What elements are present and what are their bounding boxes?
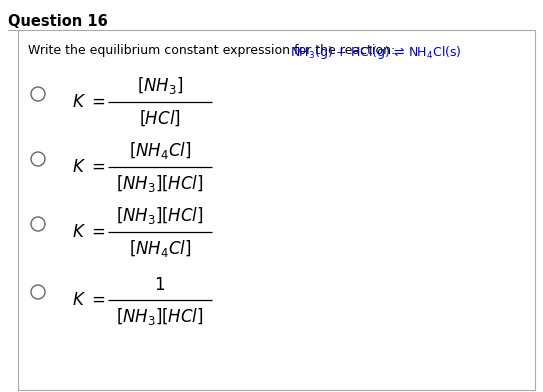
Text: $[NH_3][HCl]$: $[NH_3][HCl]$ [116, 205, 204, 226]
Text: Write the equilibrium constant expression for the reaction:: Write the equilibrium constant expressio… [28, 44, 399, 57]
Text: $1$: $1$ [154, 276, 166, 294]
Text: $[HCl]$: $[HCl]$ [139, 108, 181, 127]
Text: $[NH_3][HCl]$: $[NH_3][HCl]$ [116, 306, 204, 327]
Text: $K\ =$: $K\ =$ [72, 223, 106, 241]
Text: $[NH_4Cl]$: $[NH_4Cl]$ [129, 238, 191, 259]
Text: $[NH_3]$: $[NH_3]$ [137, 75, 183, 96]
Text: $K\ =$: $K\ =$ [72, 158, 106, 176]
Text: $[NH_3][HCl]$: $[NH_3][HCl]$ [116, 173, 204, 194]
Text: $K\ =$: $K\ =$ [72, 291, 106, 309]
Text: $[NH_4Cl]$: $[NH_4Cl]$ [129, 140, 191, 161]
Text: NH$_3$(g) + HCl(g) ⇌ NH$_4$Cl(s): NH$_3$(g) + HCl(g) ⇌ NH$_4$Cl(s) [290, 44, 462, 61]
Text: Question 16: Question 16 [8, 14, 108, 29]
Text: $K\ =$: $K\ =$ [72, 93, 106, 111]
